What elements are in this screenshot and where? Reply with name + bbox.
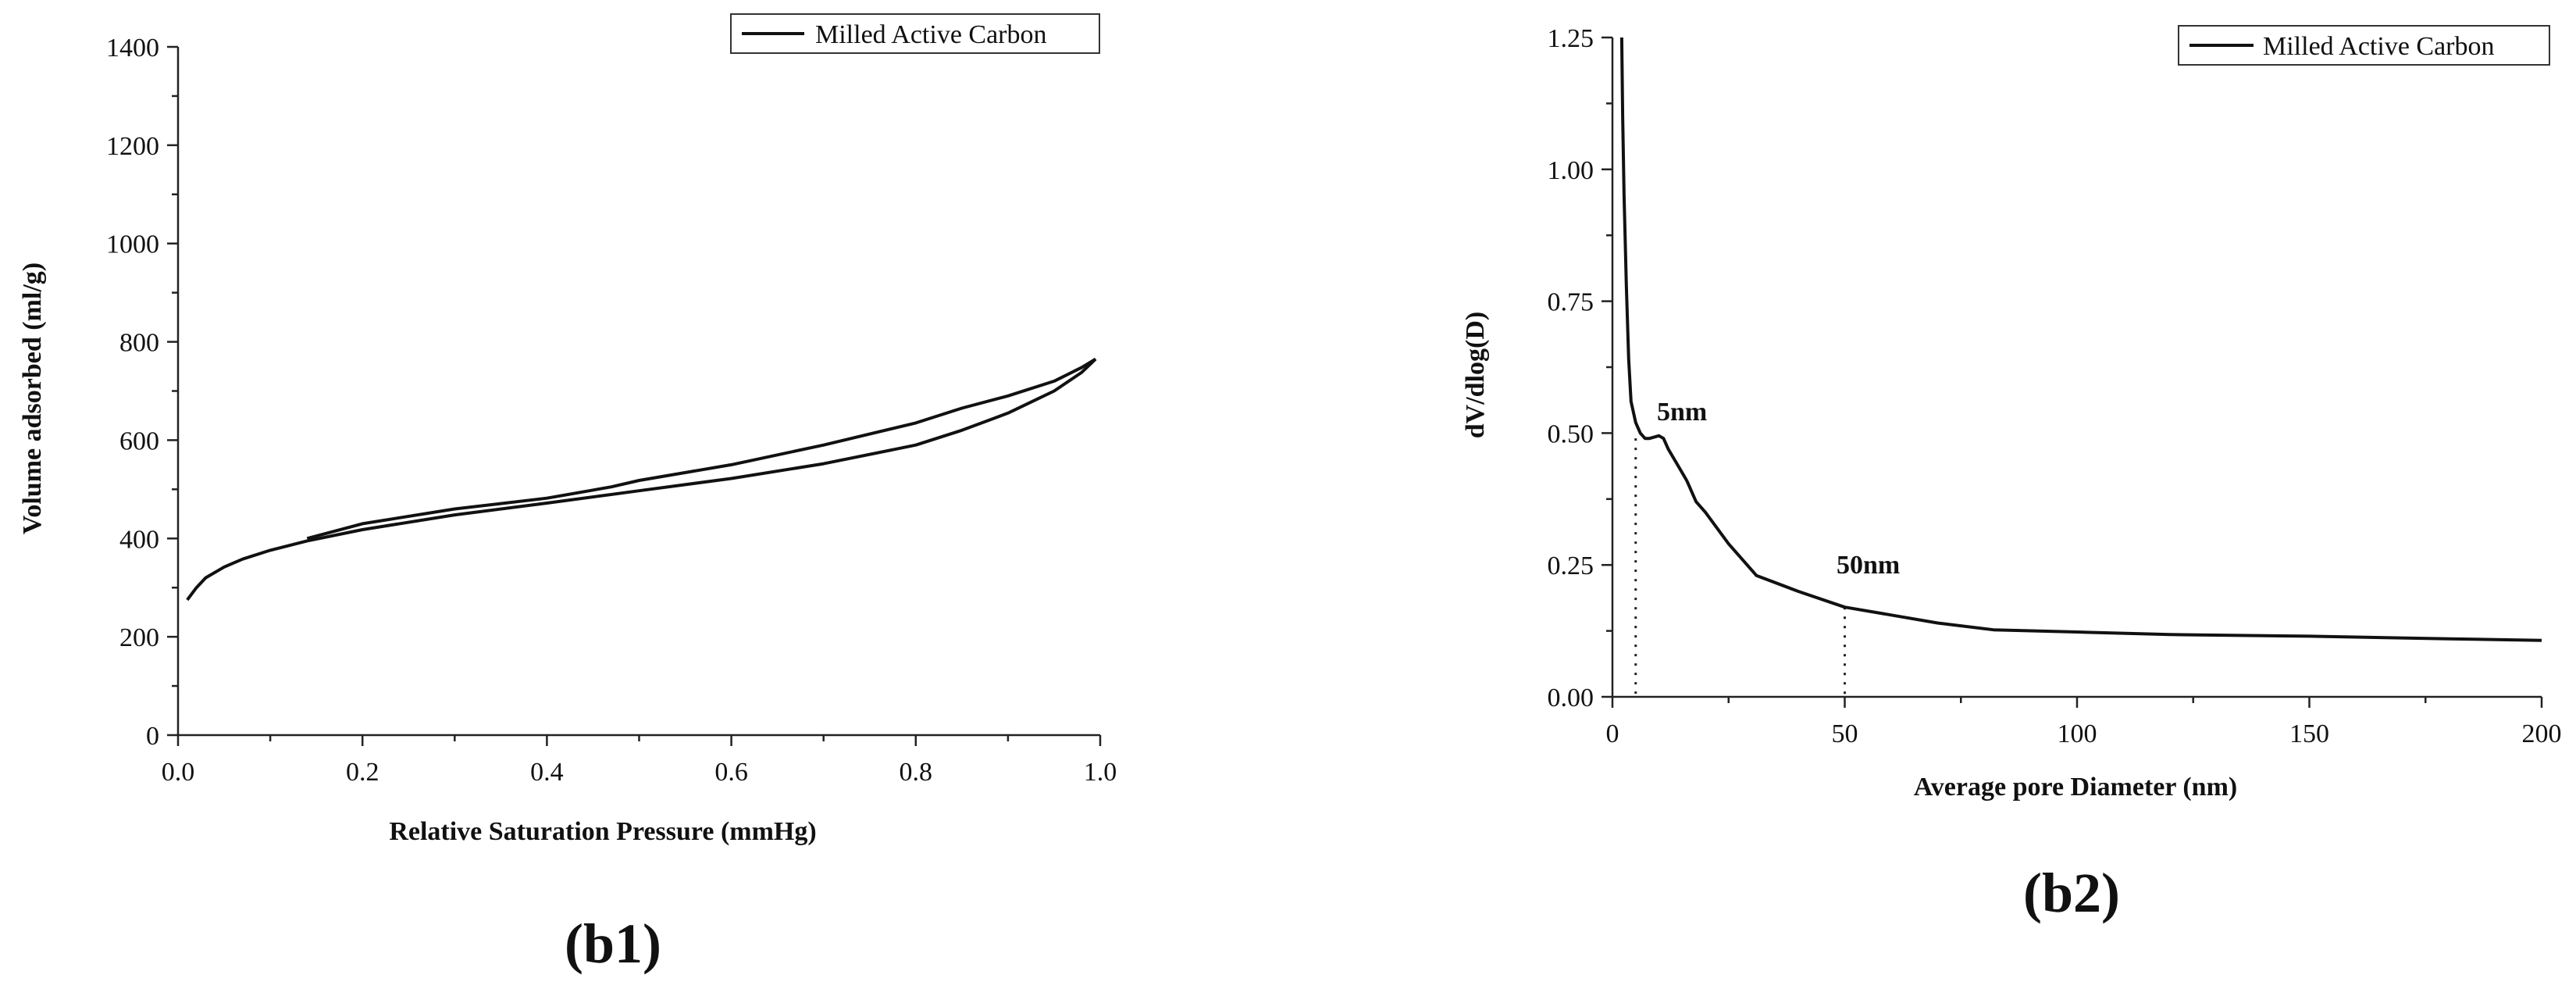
b1-panel-label: (b1)	[565, 912, 661, 975]
b1-series-line-0	[186, 358, 1097, 602]
b2-y-tick-label: 1.25	[1548, 24, 1594, 53]
b1-y-ticks: 0 200 400 600 800 1000 1200 1400	[106, 34, 178, 751]
b1-y-tick-label: 0	[146, 722, 159, 751]
b1-legend-label: Milled Active Carbon	[815, 20, 1047, 49]
b2-legend-label: Milled Active Carbon	[2263, 32, 2495, 61]
b1-y-tick-label: 1000	[106, 230, 159, 259]
b1-x-tick-label: 0.6	[714, 758, 748, 787]
b2-x-tick-label: 50	[1832, 719, 1858, 748]
b1-x-tick-label: 0.8	[900, 758, 933, 787]
b2-y-tick-label: 0.25	[1548, 552, 1594, 580]
b2-y-tick-label: 1.00	[1548, 156, 1594, 185]
b1-x-tick-label: 0.0	[162, 758, 195, 787]
b2-x-tick-label: 150	[2289, 719, 2329, 748]
b1-x-tick-label: 1.0	[1084, 758, 1117, 787]
b2-y-tick-label: 0.50	[1548, 420, 1594, 448]
b2-x-tick-label: 0	[1606, 719, 1619, 748]
b1-y-tick-label: 800	[119, 329, 159, 358]
b1-x-ticks: 0.0 0.2 0.4 0.6 0.8 1.0	[162, 735, 1117, 787]
b2-x-tick-label: 200	[2522, 719, 2562, 748]
b2-panel-label: (b2)	[2023, 862, 2120, 924]
b2-y-tick-label: 0.00	[1548, 684, 1594, 712]
b1-x-tick-label: 0.4	[530, 758, 564, 787]
chart-b2: 0.00 0.25 0.50 0.75 1.00 1.25 0 50 100 150 200 Mi…	[1461, 24, 2562, 924]
b2-y-tick-label: 0.75	[1548, 288, 1594, 317]
b1-y-tick-label: 600	[119, 427, 159, 455]
b2-series-group	[1619, 37, 2542, 642]
b2-y-axis-label: dV/dlog(D)	[1461, 312, 1490, 438]
b2-annotation-50nm: 50nm	[1837, 551, 1900, 580]
b2-legend: Milled Active Carbon	[2178, 25, 2550, 66]
b1-legend: Milled Active Carbon	[730, 13, 1100, 54]
b1-y-tick-label: 400	[119, 525, 159, 554]
b2-x-tick-label: 100	[2058, 719, 2097, 748]
b1-series-line-1	[306, 357, 1097, 541]
b1-x-tick-label: 0.2	[346, 758, 379, 787]
b2-series-line-0	[1619, 37, 2542, 642]
b2-annotation-5nm: 5nm	[1657, 398, 1707, 427]
b1-y-tick-label: 1200	[106, 132, 159, 161]
b2-x-ticks: 0 50 100 150 200	[1606, 697, 2562, 748]
b2-y-ticks: 0.00 0.25 0.50 0.75 1.00 1.25	[1548, 24, 1612, 712]
b1-y-tick-label: 200	[119, 623, 159, 652]
b1-y-tick-label: 1400	[106, 34, 159, 62]
b1-series-group	[186, 357, 1097, 602]
b1-y-axis-label: Volume adsorbed (ml/g)	[18, 262, 47, 534]
b2-x-axis-label: Average pore Diameter (nm)	[1914, 773, 2237, 802]
b1-x-axis-label: Relative Saturation Pressure (mmHg)	[389, 817, 816, 846]
